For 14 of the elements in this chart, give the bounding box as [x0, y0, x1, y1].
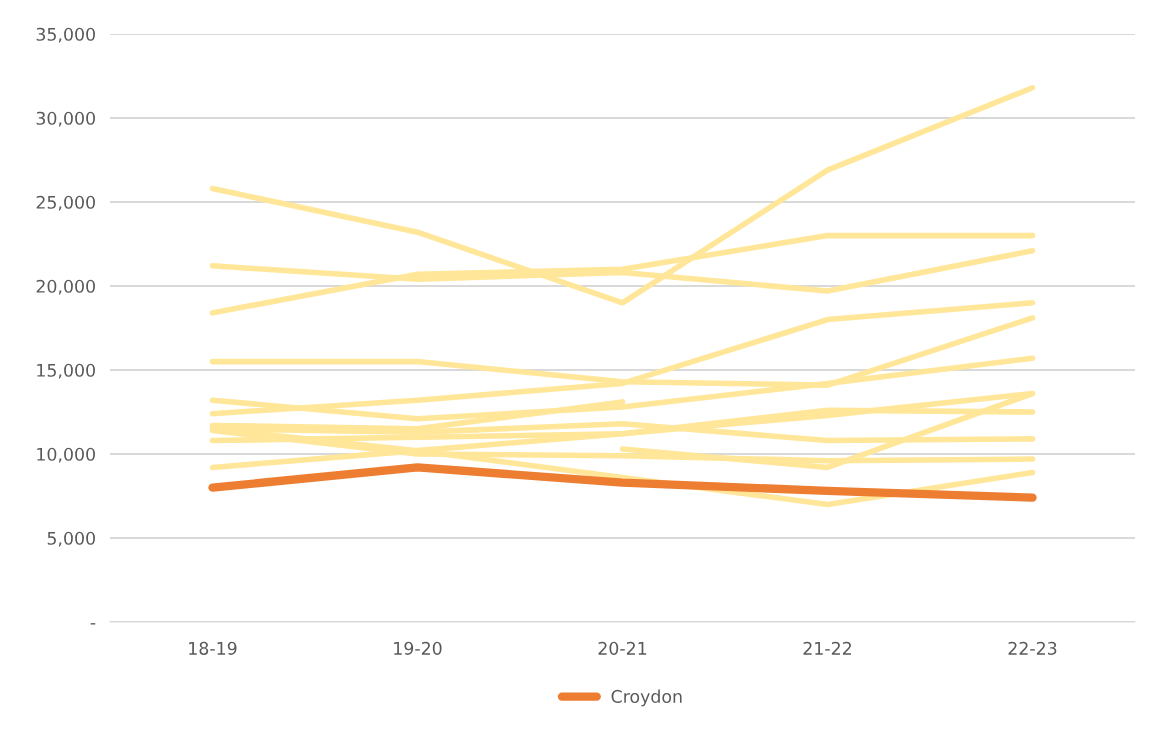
- y-tick-label: 15,000: [37, 363, 95, 379]
- y-tick-label: 25,000: [36, 195, 95, 211]
- y-tick-label: 35,000: [36, 27, 95, 43]
- y-tick-label: -: [90, 623, 96, 625]
- x-tick-label: 20-21: [598, 641, 647, 655]
- y-tick-label: 20,000: [36, 279, 95, 295]
- legend-label: Croydon: [611, 689, 682, 707]
- y-tick-label: 30,000: [36, 111, 95, 127]
- x-tick-label: 19-20: [394, 641, 442, 655]
- x-tick-label: 21-22: [803, 641, 851, 655]
- x-tick-label: 22-23: [1008, 641, 1057, 655]
- y-tick-label: 10,000: [37, 447, 95, 463]
- x-tick-label: 18-19: [189, 641, 237, 655]
- y-tick-label: 5,000: [47, 531, 95, 547]
